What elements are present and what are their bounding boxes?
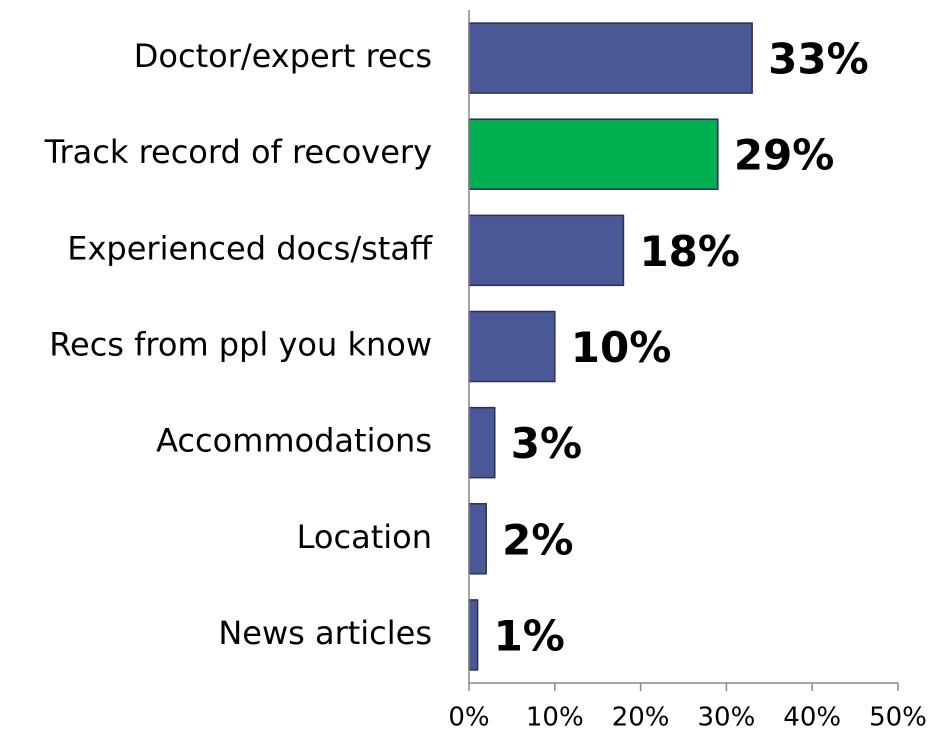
category-label: Accommodations [156, 422, 432, 460]
value-label: 33% [768, 35, 869, 84]
bar [468, 214, 625, 287]
x-tick-label: 0% [448, 703, 489, 733]
value-label: 2% [502, 515, 573, 564]
category-label: Doctor/expert recs [134, 37, 432, 75]
bar [468, 503, 487, 575]
category-label: Experienced docs/staff [67, 229, 433, 267]
category-label: Location [297, 518, 432, 556]
category-label: Track record of recovery [44, 133, 432, 171]
value-label: 18% [639, 227, 740, 276]
x-tick-label: 40% [783, 703, 841, 733]
bar [468, 22, 753, 94]
bar [468, 118, 719, 190]
bar [468, 310, 556, 383]
value-label: 1% [494, 611, 565, 660]
category-label: News articles [218, 614, 432, 652]
x-tick-label: 30% [698, 703, 756, 733]
value-label: 29% [734, 131, 835, 180]
x-tick-label: 50% [869, 703, 927, 733]
x-tick-label: 10% [526, 703, 584, 733]
value-label: 10% [571, 323, 672, 372]
value-label: 3% [511, 419, 582, 468]
bar [468, 406, 496, 479]
x-tick-label: 20% [612, 703, 670, 733]
bar [468, 599, 479, 671]
category-label: Recs from ppl you know [49, 326, 432, 364]
